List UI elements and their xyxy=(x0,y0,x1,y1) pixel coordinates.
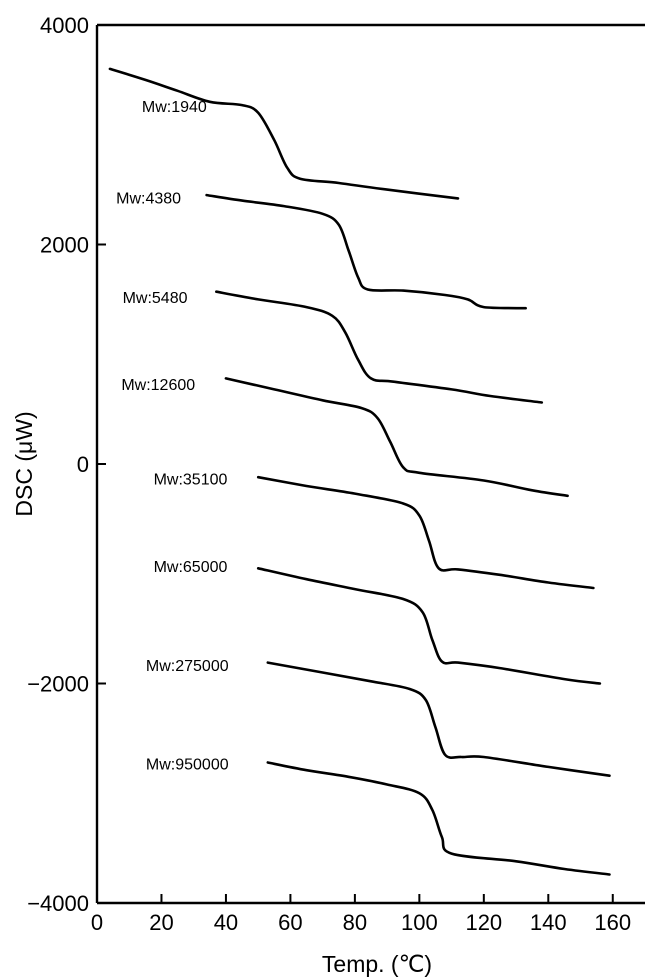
series-line-mw-4380 xyxy=(205,193,527,310)
series-label: Mw:950000 xyxy=(146,757,229,774)
series-label: Mw:65000 xyxy=(154,559,228,576)
series-labels: Mw:1940 Mw:4380 Mw:5480 Mw:12600 Mw:35100 Mw:… xyxy=(116,99,229,773)
series-line-mw-950000 xyxy=(266,761,611,876)
y-tick-label: 4000 xyxy=(40,13,89,38)
x-tick-label: 120 xyxy=(465,910,502,935)
y-axis-title: DSC (μW) xyxy=(11,411,37,516)
y-tick-label: 2000 xyxy=(40,233,89,258)
series-label: Mw:12600 xyxy=(121,377,195,394)
series-line-mw-65000 xyxy=(256,567,602,685)
series-label: Mw:5480 xyxy=(123,290,188,307)
series-label: Mw:35100 xyxy=(154,471,228,488)
x-tick-label: 40 xyxy=(214,910,238,935)
y-tick-label: −2000 xyxy=(27,672,89,697)
series-line-mw-5480 xyxy=(215,290,544,404)
x-tick-label: 100 xyxy=(401,910,438,935)
x-tick-label: 80 xyxy=(343,910,367,935)
series-label: Mw:275000 xyxy=(146,658,229,675)
series-line-mw-275000 xyxy=(266,661,611,777)
x-tick-label: 60 xyxy=(278,910,302,935)
x-tick-label: 0 xyxy=(91,910,103,935)
series-layer xyxy=(108,67,611,876)
y-tick-label: 0 xyxy=(77,452,89,477)
series-line-mw-1940 xyxy=(108,67,460,200)
x-axis-title: Temp. (℃) xyxy=(322,951,432,977)
series-label: Mw:1940 xyxy=(142,99,207,116)
series-line-mw-12600 xyxy=(224,377,569,498)
x-tick-label: 20 xyxy=(149,910,173,935)
y-tick-label: −4000 xyxy=(27,891,89,916)
series-label: Mw:4380 xyxy=(116,190,181,207)
x-tick-label: 160 xyxy=(594,910,631,935)
series-line-mw-35100 xyxy=(256,475,595,590)
x-tick-label: 140 xyxy=(530,910,567,935)
